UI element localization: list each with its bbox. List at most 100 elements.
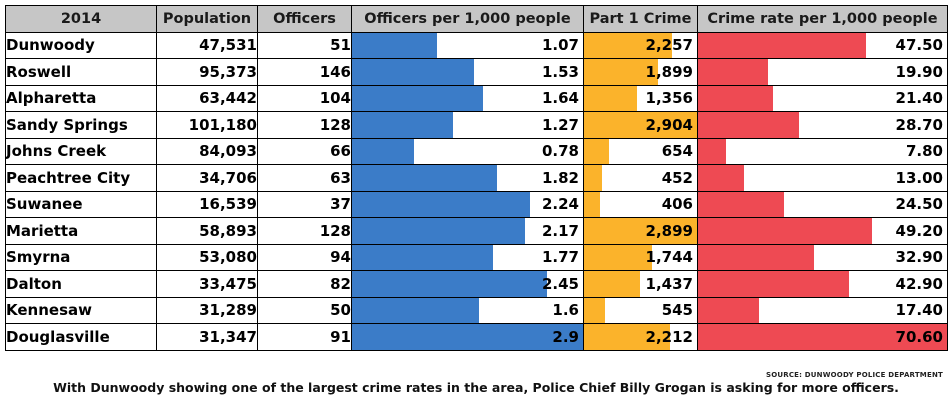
officers-per-1000-cell: 1.27 <box>351 111 584 139</box>
part1-crime-cell: 2,212 <box>583 323 698 351</box>
officers-per-1000-bar <box>352 324 583 350</box>
crime-rate-bar <box>698 32 866 58</box>
officers-per-1000-value: 2.24 <box>541 195 579 214</box>
table-row: Johns Creek 84,093 66 0.78 654 7.80 <box>5 137 948 165</box>
crime-rate-value: 47.50 <box>895 36 943 55</box>
crime-rate-bar <box>698 218 872 244</box>
part1-crime-bar <box>584 244 652 270</box>
officers-cell: 128 <box>257 111 352 139</box>
crime-rate-value: 32.90 <box>895 248 943 267</box>
crime-rate-bar <box>698 138 726 164</box>
officers-per-1000-bar <box>352 138 415 164</box>
population-cell: 31,347 <box>156 323 258 351</box>
officers-per-1000-cell: 2.17 <box>351 217 584 245</box>
officers-per-1000-cell: 1.64 <box>351 84 584 112</box>
part1-crime-cell: 2,257 <box>583 31 698 59</box>
header-officers: Officers <box>257 5 352 33</box>
part1-crime-value: 545 <box>661 301 693 320</box>
crime-rate-cell: 24.50 <box>697 190 948 218</box>
crime-rate-value: 70.60 <box>895 327 943 346</box>
officers-per-1000-value: 1.27 <box>541 115 579 134</box>
population-cell: 47,531 <box>156 31 258 59</box>
header-part1-crime: Part 1 Crime <box>583 5 698 33</box>
table-row: Dunwoody 47,531 51 1.07 2,257 47.50 <box>5 31 948 59</box>
officers-per-1000-value: 2.45 <box>541 274 579 293</box>
table-row: Douglasville 31,347 91 2.9 2,212 70.60 <box>5 323 948 351</box>
header-crime-rate: Crime rate per 1,000 people <box>697 5 948 33</box>
part1-crime-cell: 1,437 <box>583 270 698 298</box>
source-note: SOURCE: DUNWOODY POLICE DEPARTMENT <box>765 371 943 379</box>
officers-per-1000-bar <box>352 297 480 323</box>
officers-per-1000-cell: 2.9 <box>351 323 584 351</box>
table-row: Dalton 33,475 82 2.45 1,437 42.90 <box>5 270 948 298</box>
officers-per-1000-bar <box>352 244 493 270</box>
population-cell: 34,706 <box>156 164 258 192</box>
crime-rate-cell: 13.00 <box>697 164 948 192</box>
crime-rate-bar <box>698 59 769 85</box>
part1-crime-cell: 654 <box>583 137 698 165</box>
part1-crime-bar <box>584 138 610 164</box>
population-cell: 58,893 <box>156 217 258 245</box>
part1-crime-value: 1,437 <box>645 274 693 293</box>
officers-per-1000-bar <box>352 218 525 244</box>
officers-cell: 51 <box>257 31 352 59</box>
part1-crime-value: 654 <box>661 142 693 161</box>
crime-rate-bar <box>698 271 850 297</box>
table-row: Suwanee 16,539 37 2.24 406 24.50 <box>5 190 948 218</box>
part1-crime-cell: 2,899 <box>583 217 698 245</box>
officers-per-1000-cell: 1.07 <box>351 31 584 59</box>
officers-per-1000-value: 0.78 <box>541 142 579 161</box>
part1-crime-value: 452 <box>661 168 693 187</box>
part1-crime-value: 2,257 <box>645 36 693 55</box>
crime-rate-value: 19.90 <box>895 62 943 81</box>
crime-rate-cell: 7.80 <box>697 137 948 165</box>
crime-rate-value: 49.20 <box>895 221 943 240</box>
part1-crime-cell: 1,899 <box>583 58 698 86</box>
officers-per-1000-cell: 0.78 <box>351 137 584 165</box>
officers-cell: 63 <box>257 164 352 192</box>
officers-per-1000-value: 1.6 <box>552 301 579 320</box>
part1-crime-bar <box>584 59 658 85</box>
header-population: Population <box>156 5 258 33</box>
table-row: Smyrna 53,080 94 1.77 1,744 32.90 <box>5 243 948 271</box>
crime-rate-bar <box>698 297 760 323</box>
city-cell: Alpharetta <box>5 84 157 112</box>
crime-rate-value: 21.40 <box>895 89 943 108</box>
crime-rate-bar <box>698 244 815 270</box>
crime-table: 2014 Population Officers Officers per 1,… <box>5 5 948 351</box>
crime-rate-bar <box>698 85 774 111</box>
population-cell: 33,475 <box>156 270 258 298</box>
crime-rate-bar <box>698 324 947 350</box>
city-cell: Peachtree City <box>5 164 157 192</box>
officers-cell: 146 <box>257 58 352 86</box>
caption: With Dunwoody showing one of the largest… <box>53 380 899 395</box>
part1-crime-bar <box>584 271 640 297</box>
part1-crime-cell: 1,744 <box>583 243 698 271</box>
table-row: Alpharetta 63,442 104 1.64 1,356 21.40 <box>5 84 948 112</box>
city-cell: Marietta <box>5 217 157 245</box>
population-cell: 63,442 <box>156 84 258 112</box>
city-cell: Douglasville <box>5 323 157 351</box>
officers-per-1000-value: 1.64 <box>541 89 579 108</box>
officers-per-1000-cell: 1.77 <box>351 243 584 271</box>
part1-crime-bar <box>584 191 600 217</box>
crime-rate-value: 17.40 <box>895 301 943 320</box>
crime-rate-cell: 19.90 <box>697 58 948 86</box>
officers-per-1000-cell: 2.45 <box>351 270 584 298</box>
crime-rate-bar <box>698 112 800 138</box>
city-cell: Kennesaw <box>5 296 157 324</box>
officers-cell: 66 <box>257 137 352 165</box>
crime-rate-value: 13.00 <box>895 168 943 187</box>
part1-crime-bar <box>584 32 672 58</box>
officers-per-1000-bar <box>352 271 548 297</box>
officers-cell: 50 <box>257 296 352 324</box>
city-cell: Sandy Springs <box>5 111 157 139</box>
officers-cell: 94 <box>257 243 352 271</box>
crime-rate-cell: 47.50 <box>697 31 948 59</box>
officers-per-1000-bar <box>352 165 497 191</box>
city-cell: Johns Creek <box>5 137 157 165</box>
population-cell: 84,093 <box>156 137 258 165</box>
officers-cell: 82 <box>257 270 352 298</box>
part1-crime-value: 2,904 <box>645 115 693 134</box>
officers-per-1000-value: 1.07 <box>541 36 579 55</box>
